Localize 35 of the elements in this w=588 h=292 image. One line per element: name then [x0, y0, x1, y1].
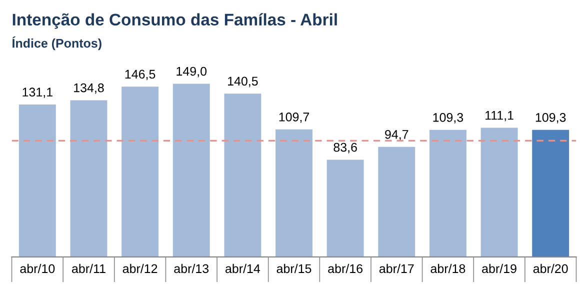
bar: [122, 86, 159, 257]
x-tick-label: abr/15: [276, 264, 312, 274]
data-label: 131,1: [22, 88, 52, 98]
bar: [429, 130, 466, 257]
bar: [172, 84, 210, 257]
data-label: 94,7: [385, 130, 408, 140]
data-label: 83,6: [334, 142, 357, 154]
bar: [480, 128, 518, 257]
x-tick-label: abr/17: [379, 264, 414, 274]
data-label: 109,3: [433, 113, 464, 124]
bar: [70, 100, 108, 257]
data-label: 109,7: [279, 112, 310, 123]
chart-subtitle: Índice (Pontos): [12, 36, 102, 50]
data-label: 140,5: [228, 76, 258, 88]
bar: [326, 160, 364, 257]
data-label: 134,8: [74, 83, 104, 94]
x-tick-label: abr/16: [328, 264, 362, 274]
x-tick-label: abr/10: [20, 264, 55, 274]
data-label: 109,3: [536, 113, 566, 124]
x-tick-label: abr/13: [174, 264, 209, 274]
bar: [276, 129, 312, 257]
data-label: 146,5: [125, 70, 156, 80]
data-label: 149,0: [176, 66, 207, 78]
data-label: 111,1: [486, 111, 514, 122]
bar: [532, 130, 570, 257]
bar: [224, 94, 262, 257]
bar: [18, 104, 56, 257]
x-tick-label: abr/20: [533, 264, 568, 274]
x-tick-label: abr/19: [482, 264, 516, 274]
bar: [378, 146, 416, 257]
chart-title: Intenção de Consumo das Famílas - Abril: [12, 13, 337, 29]
x-tick-label: abr/11: [72, 264, 106, 274]
x-tick-label: abr/18: [430, 264, 466, 274]
x-tick-label: abr/12: [122, 264, 158, 274]
x-tick-label: abr/14: [225, 264, 260, 274]
